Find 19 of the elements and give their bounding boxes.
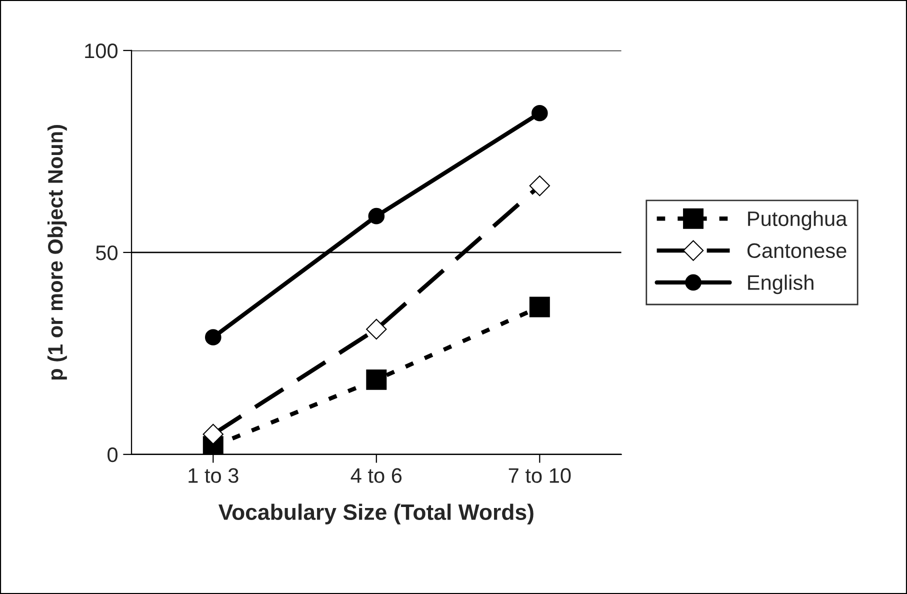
legend-label: Cantonese (747, 243, 846, 258)
point (368, 208, 385, 224)
y-tick-label: 0 (108, 447, 118, 462)
point (532, 104, 548, 122)
point (529, 296, 550, 318)
x-tick-label: 4 to 6 (350, 468, 402, 483)
point (202, 424, 224, 445)
y-tick-label: 100 (85, 43, 118, 58)
x-tick-label: 1 to 3 (188, 468, 238, 483)
point (204, 329, 222, 346)
x-axis-title: Vocabulary Size (Total Words) (218, 504, 534, 524)
x-tick-label: 7 to 10 (508, 468, 571, 483)
point (529, 175, 550, 196)
legend-label: English (748, 274, 814, 294)
y-axis-title: p (1 or more Object Noun) (47, 125, 67, 380)
y-tick-label: 50 (96, 245, 118, 260)
point (366, 369, 387, 390)
legend-label: Putonghua (748, 210, 848, 230)
point (366, 318, 387, 340)
